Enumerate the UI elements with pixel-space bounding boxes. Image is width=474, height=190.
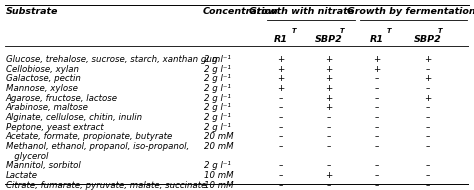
Text: –: – — [279, 171, 283, 180]
Text: –: – — [374, 142, 379, 151]
Text: –: – — [279, 94, 283, 103]
Text: –: – — [374, 162, 379, 170]
Text: T: T — [292, 28, 296, 34]
Text: +: + — [325, 103, 333, 112]
Text: +: + — [277, 55, 285, 64]
Text: R1: R1 — [369, 35, 383, 44]
Text: –: – — [327, 113, 331, 122]
Text: 2 g l⁻¹: 2 g l⁻¹ — [204, 123, 231, 132]
Text: 20 mM: 20 mM — [204, 142, 234, 151]
Text: –: – — [279, 181, 283, 190]
Text: +: + — [325, 74, 333, 83]
Text: –: – — [425, 65, 429, 74]
Text: +: + — [325, 84, 333, 93]
Text: Arabinose, maltose: Arabinose, maltose — [6, 103, 89, 112]
Text: 10 mM: 10 mM — [204, 181, 234, 190]
Text: –: – — [327, 162, 331, 170]
Text: +: + — [325, 65, 333, 74]
Text: –: – — [327, 123, 331, 132]
Text: +: + — [424, 55, 431, 64]
Text: T: T — [387, 28, 391, 34]
Text: +: + — [277, 74, 285, 83]
Text: 2 g l⁻¹: 2 g l⁻¹ — [204, 94, 231, 103]
Text: Cellobiose, xylan: Cellobiose, xylan — [6, 65, 79, 74]
Text: –: – — [425, 181, 429, 190]
Text: –: – — [279, 132, 283, 141]
Text: –: – — [374, 74, 379, 83]
Text: –: – — [425, 103, 429, 112]
Text: Alginate, cellulose, chitin, inulin: Alginate, cellulose, chitin, inulin — [6, 113, 143, 122]
Text: –: – — [279, 113, 283, 122]
Text: 2 g l⁻¹: 2 g l⁻¹ — [204, 74, 231, 83]
Text: 2 g l⁻¹: 2 g l⁻¹ — [204, 113, 231, 122]
Text: T: T — [438, 28, 442, 34]
Text: +: + — [325, 94, 333, 103]
Text: 10 mM: 10 mM — [204, 171, 234, 180]
Text: Agarose, fructose, lactose: Agarose, fructose, lactose — [6, 94, 118, 103]
Text: –: – — [327, 181, 331, 190]
Text: 2 g l⁻¹: 2 g l⁻¹ — [204, 55, 231, 64]
Text: –: – — [425, 84, 429, 93]
Text: –: – — [374, 103, 379, 112]
Text: glycerol: glycerol — [6, 152, 48, 161]
Text: Lactate: Lactate — [6, 171, 37, 180]
Text: –: – — [327, 142, 331, 151]
Text: 2 g l⁻¹: 2 g l⁻¹ — [204, 103, 231, 112]
Text: Peptone, yeast extract: Peptone, yeast extract — [6, 123, 103, 132]
Text: –: – — [425, 142, 429, 151]
Text: 2 g l⁻¹: 2 g l⁻¹ — [204, 162, 231, 170]
Text: –: – — [279, 162, 283, 170]
Text: SBP2: SBP2 — [315, 35, 343, 44]
Text: Galactose, pectin: Galactose, pectin — [6, 74, 81, 83]
Text: –: – — [327, 132, 331, 141]
Text: –: – — [279, 103, 283, 112]
Text: –: – — [425, 113, 429, 122]
Text: 2 g l⁻¹: 2 g l⁻¹ — [204, 84, 231, 93]
Text: Mannose, xylose: Mannose, xylose — [6, 84, 78, 93]
Text: –: – — [374, 113, 379, 122]
Text: +: + — [277, 65, 285, 74]
Text: Growth by fermentation: Growth by fermentation — [347, 7, 474, 17]
Text: Methanol, ethanol, propanol, iso-propanol,: Methanol, ethanol, propanol, iso-propano… — [6, 142, 189, 151]
Text: –: – — [425, 162, 429, 170]
Text: –: – — [374, 171, 379, 180]
Text: Concentration: Concentration — [202, 7, 278, 17]
Text: +: + — [424, 74, 431, 83]
Text: –: – — [374, 84, 379, 93]
Text: T: T — [339, 28, 344, 34]
Text: +: + — [424, 94, 431, 103]
Text: Growth with nitrate: Growth with nitrate — [248, 7, 354, 17]
Text: –: – — [374, 123, 379, 132]
Text: +: + — [277, 84, 285, 93]
Text: –: – — [374, 132, 379, 141]
Text: +: + — [325, 55, 333, 64]
Text: Citrate, fumarate, pyruvate, malate, succinate: Citrate, fumarate, pyruvate, malate, suc… — [6, 181, 206, 190]
Text: R1: R1 — [274, 35, 288, 44]
Text: 2 g l⁻¹: 2 g l⁻¹ — [204, 65, 231, 74]
Text: Glucose, trehalose, sucrose, starch, xanthan gum: Glucose, trehalose, sucrose, starch, xan… — [6, 55, 220, 64]
Text: –: – — [425, 171, 429, 180]
Text: –: – — [279, 123, 283, 132]
Text: +: + — [325, 171, 333, 180]
Text: +: + — [373, 55, 380, 64]
Text: –: – — [374, 94, 379, 103]
Text: Mannitol, sorbitol: Mannitol, sorbitol — [6, 162, 81, 170]
Text: +: + — [373, 65, 380, 74]
Text: –: – — [279, 142, 283, 151]
Text: Acetate, formate, propionate, butyrate: Acetate, formate, propionate, butyrate — [6, 132, 173, 141]
Text: –: – — [425, 123, 429, 132]
Text: –: – — [374, 181, 379, 190]
Text: SBP2: SBP2 — [414, 35, 441, 44]
Text: Substrate: Substrate — [6, 7, 58, 17]
Text: 20 mM: 20 mM — [204, 132, 234, 141]
Text: –: – — [425, 132, 429, 141]
